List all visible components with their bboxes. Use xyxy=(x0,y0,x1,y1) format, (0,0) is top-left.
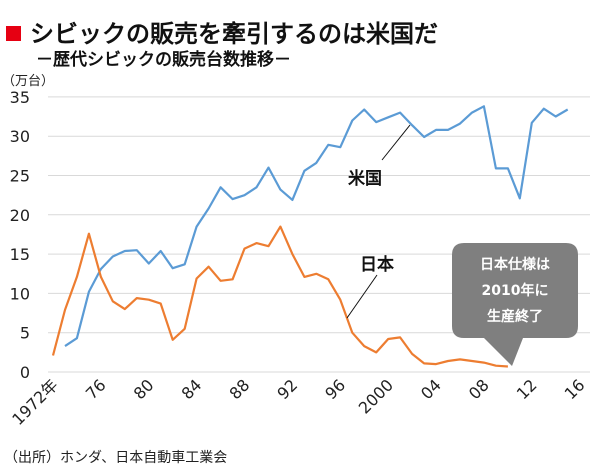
japan-series-line xyxy=(51,225,508,368)
callout: 日本仕様は 2010年に 生産終了 xyxy=(452,243,578,366)
callout-line-1: 日本仕様は xyxy=(480,256,550,273)
chart-title: シビックの販売を牽引するのは米国だ xyxy=(30,20,438,48)
x-tick-label: 04 xyxy=(417,375,445,403)
x-tick-label: 96 xyxy=(321,375,349,403)
usa-label: 米国 xyxy=(348,168,382,189)
x-tick-label: 76 xyxy=(82,375,110,403)
y-tick-label: 10 xyxy=(10,284,30,303)
title-marker xyxy=(6,26,21,41)
x-tick-label: 92 xyxy=(273,375,301,403)
x-tick-label: 2000 xyxy=(355,375,397,417)
y-tick-label: 15 xyxy=(10,245,30,264)
y-tick-label: 20 xyxy=(10,206,30,225)
usa-series-line xyxy=(64,105,569,348)
y-tick-label: 35 xyxy=(10,88,30,107)
x-tick-label: 12 xyxy=(513,375,541,403)
y-tick-label: 30 xyxy=(10,127,30,146)
series-lines xyxy=(51,105,569,368)
x-axis-ticks: 1972年 76 80 84 88 92 96 2000 04 08 12 16 xyxy=(8,375,588,429)
callout-line-3: 生産終了 xyxy=(487,308,543,325)
callout-line-2: 2010年に xyxy=(482,282,549,299)
y-axis-ticks: 0 5 10 15 20 25 30 35 xyxy=(10,88,30,382)
callout-bubble xyxy=(452,243,578,366)
y-tick-label: 5 xyxy=(20,324,30,343)
gridlines xyxy=(48,96,590,373)
y-tick-label: 0 xyxy=(20,363,30,382)
x-tick-label: 84 xyxy=(178,375,206,403)
chart-subtitle: －歴代シビックの販売台数推移－ xyxy=(36,49,291,70)
y-tick-label: 25 xyxy=(10,167,30,186)
x-tick-label: 1972年 xyxy=(8,375,62,429)
y-axis-unit: （万台） xyxy=(2,74,54,89)
x-tick-label: 16 xyxy=(561,375,589,403)
x-tick-label: 08 xyxy=(465,375,493,403)
x-tick-label: 80 xyxy=(130,375,158,403)
japan-label: 日本 xyxy=(360,254,394,275)
source-note: （出所）ホンダ、日本自動車工業会 xyxy=(4,449,227,466)
usa-leader-line xyxy=(381,124,411,161)
x-tick-label: 88 xyxy=(226,375,254,403)
japan-leader-line xyxy=(346,274,378,319)
